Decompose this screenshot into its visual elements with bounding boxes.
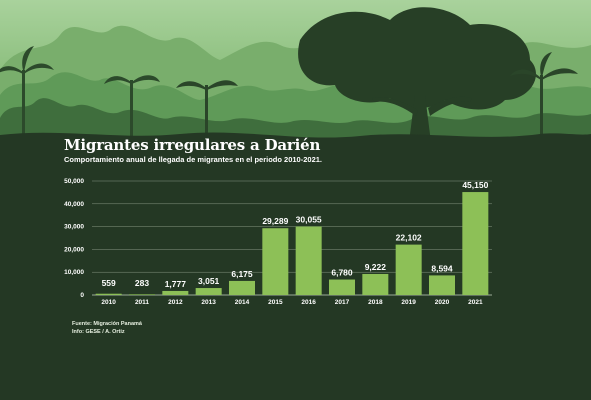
y-tick-label: 10,000 [64, 269, 84, 276]
y-tick-label: 50,000 [64, 178, 84, 185]
bar-2018 [362, 273, 389, 295]
y-tick-label: 20,000 [64, 246, 84, 253]
chart-title: Migrantes irregulares a Darién [64, 136, 321, 154]
bar-2013 [195, 288, 222, 295]
value-label-2021: 45,150 [462, 180, 488, 190]
credit-note: Info: GESE / A. Ortiz [72, 329, 125, 335]
bar-2017 [329, 279, 355, 295]
value-label-2012: 1,777 [165, 279, 187, 289]
value-label-2014: 6,175 [231, 269, 253, 279]
value-label-2016: 30,055 [296, 214, 322, 224]
value-label-2017: 6,780 [331, 268, 353, 278]
x-tick-label-2010: 2010 [101, 299, 116, 306]
value-labels: 559 283 1,777 3,051 6,175 29,289 30,055 6,780 9,… [102, 180, 489, 289]
value-label-2020: 8,594 [431, 263, 453, 273]
bar-2015 [262, 228, 289, 295]
x-tick-label-2021: 2021 [468, 299, 483, 306]
left-palms [0, 46, 160, 140]
gridlines [92, 180, 492, 296]
bar-2020 [429, 275, 455, 295]
bar-2019 [395, 244, 422, 295]
y-tick-label: 30,000 [64, 224, 84, 231]
value-label-2019: 22,102 [396, 233, 422, 243]
x-tick-label-2018: 2018 [368, 299, 383, 306]
bars [95, 192, 489, 295]
bar-2014 [229, 280, 255, 295]
right-palms [176, 52, 578, 150]
x-tick-label-2020: 2020 [435, 299, 450, 306]
value-label-2018: 9,222 [365, 262, 387, 272]
bar-2021 [462, 192, 489, 295]
chart-subtitle: Comportamiento anual de llegada de migra… [64, 155, 322, 164]
bar-2011 [129, 294, 155, 295]
value-label-2013: 3,051 [198, 276, 220, 286]
bar-2016 [295, 226, 322, 295]
x-tick-label-2015: 2015 [268, 299, 283, 306]
x-tick-label-2017: 2017 [335, 299, 350, 306]
x-axis-ticks: 2010 2011 2012 2013 2014 2015 2016 2017 2018 2019… [101, 299, 483, 306]
bar-2012 [162, 290, 189, 295]
x-tick-label-2011: 2011 [135, 299, 149, 306]
source-note: Fuente: Migración Panamá [72, 321, 142, 327]
value-label-2010: 559 [102, 278, 116, 288]
x-tick-label-2014: 2014 [235, 299, 250, 306]
x-tick-label-2013: 2013 [201, 299, 216, 306]
x-tick-label-2016: 2016 [301, 299, 316, 306]
y-axis-ticks: 0 10,000 20,000 30,000 40,000 50,000 [64, 178, 84, 299]
bar-2010 [95, 293, 122, 295]
y-tick-label: 40,000 [64, 201, 84, 208]
y-tick-label: 0 [80, 292, 84, 299]
value-label-2011: 283 [135, 278, 149, 288]
x-tick-label-2012: 2012 [168, 299, 183, 306]
value-label-2015: 29,289 [262, 216, 288, 226]
x-tick-label-2019: 2019 [401, 299, 416, 306]
